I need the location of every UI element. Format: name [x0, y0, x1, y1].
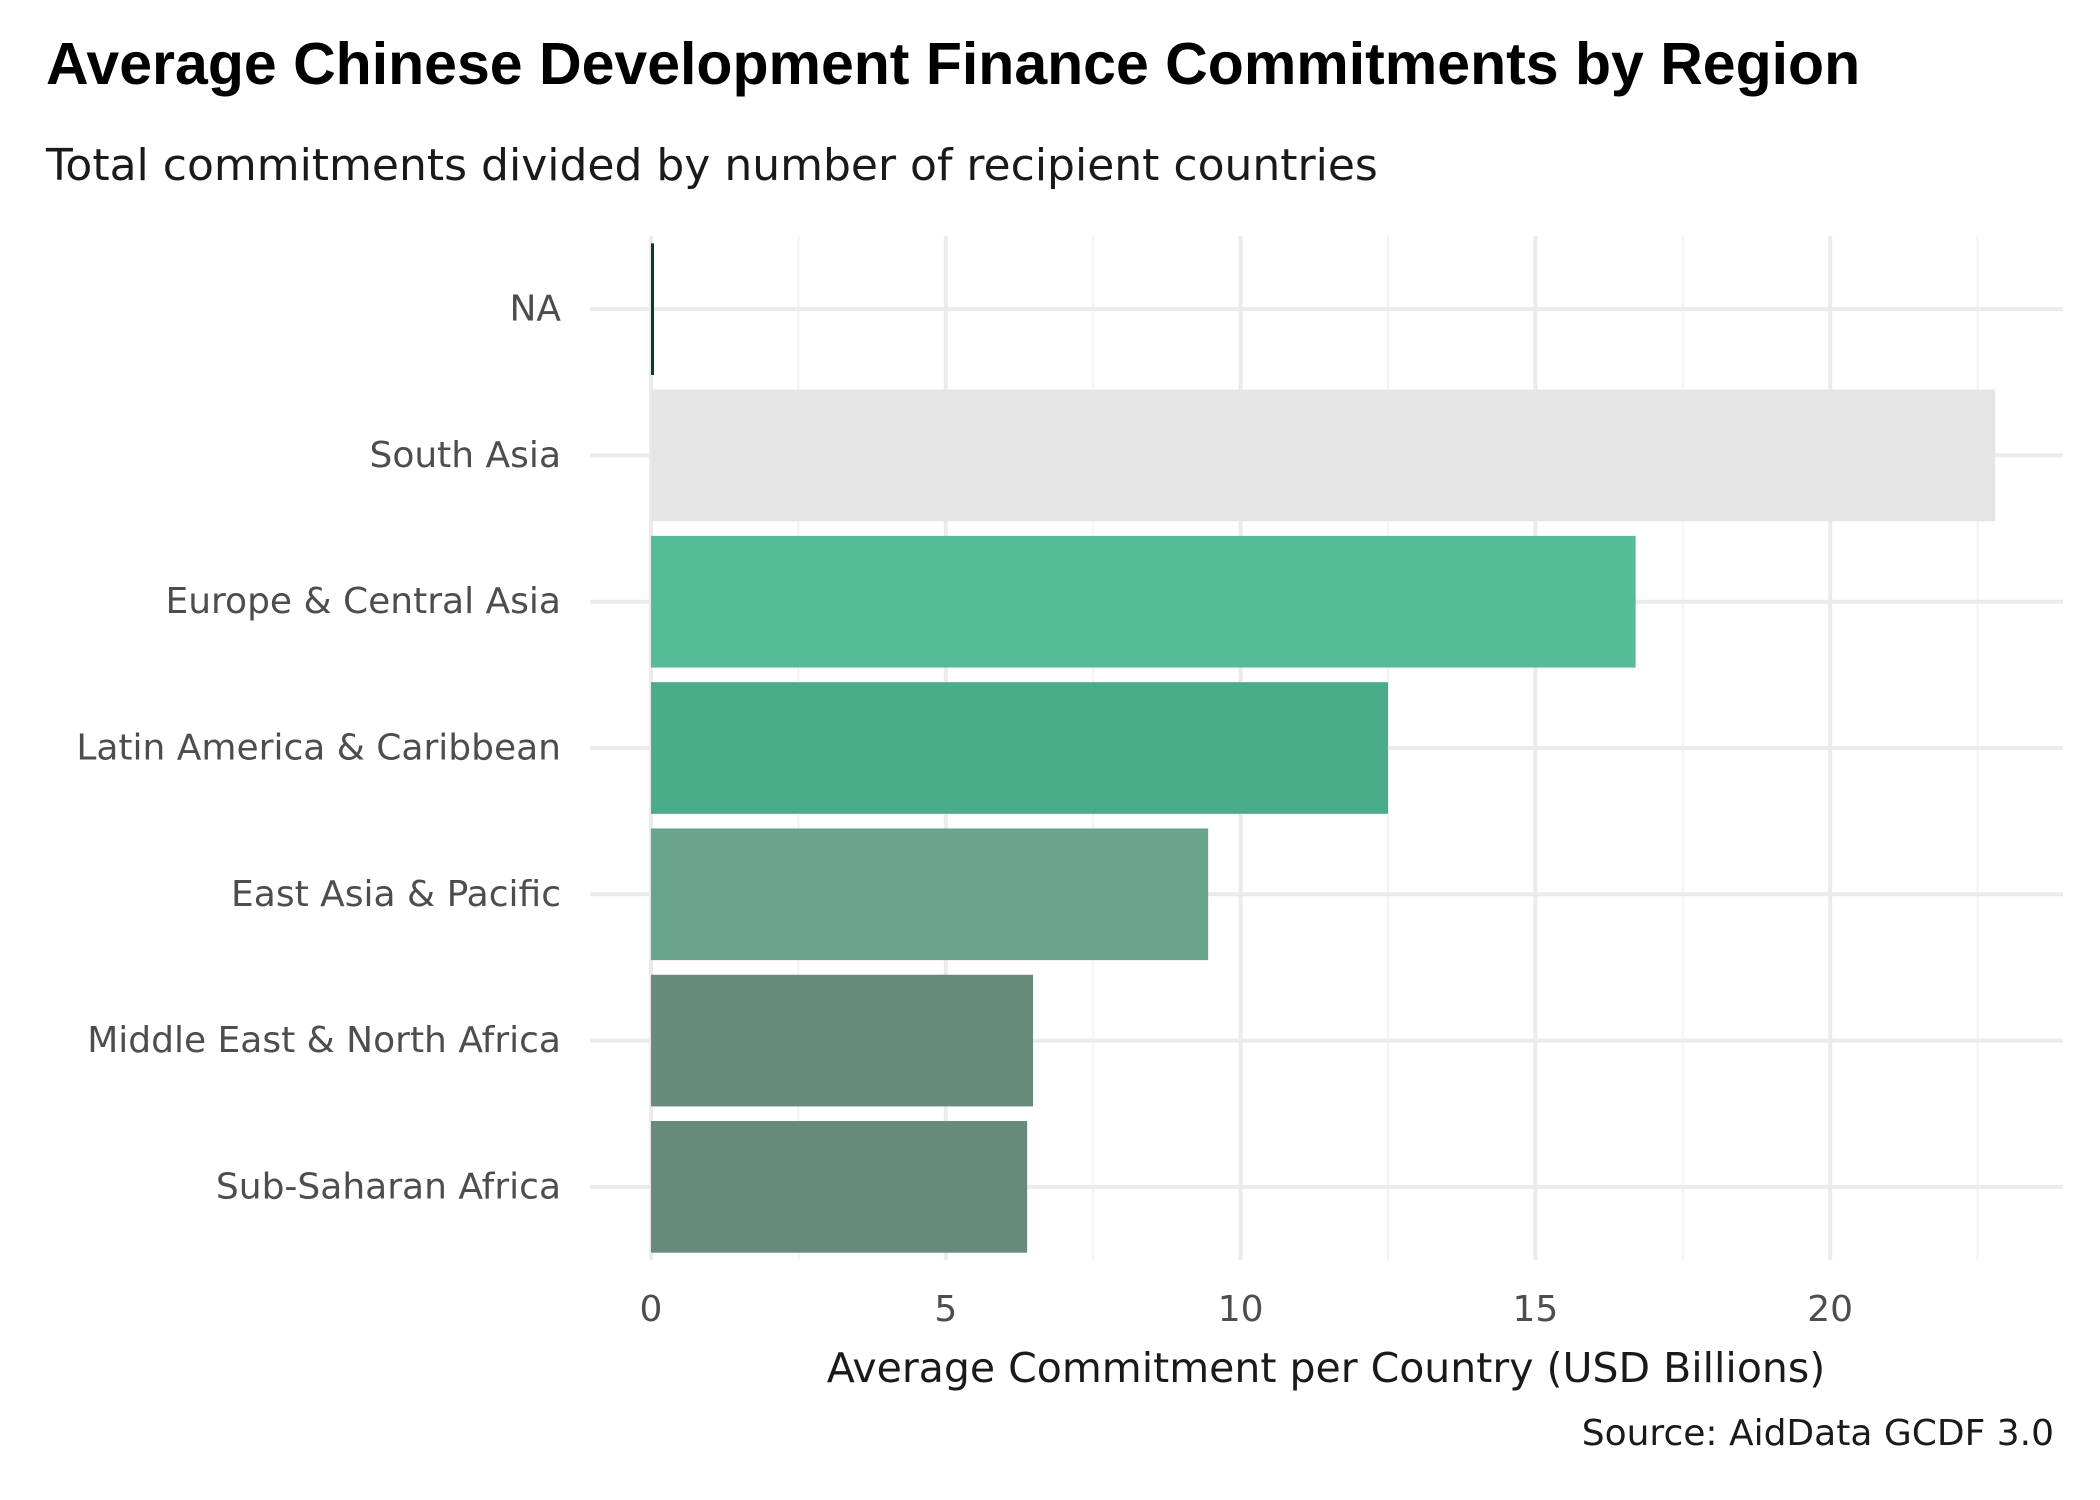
chart-subtitle: Total commitments divided by number of r…	[46, 140, 1378, 191]
y-tick-label: South Asia	[369, 435, 561, 476]
y-tick-label: NA	[509, 289, 561, 330]
x-tick-label: 5	[934, 1289, 957, 1330]
bar-middle-east-north-africa	[651, 974, 1034, 1107]
source-caption: Source: AidData GCDF 3.0	[1581, 1413, 2054, 1454]
bar-south-asia	[651, 389, 1996, 522]
y-tick-label: Sub-Saharan Africa	[216, 1166, 561, 1207]
bar-europe-central-asia	[651, 535, 1636, 668]
y-tick-label: Middle East & North Africa	[87, 1020, 561, 1061]
bar-latin-america-caribbean	[651, 682, 1388, 814]
y-tick-label: Latin America & Caribbean	[76, 728, 561, 769]
bar-east-asia-pacific	[651, 828, 1209, 961]
bar-sub-saharan-africa	[651, 1121, 1028, 1253]
bar-na	[651, 243, 654, 375]
y-tick-label: East Asia & Pacific	[231, 874, 561, 915]
bars	[651, 243, 1996, 1253]
chart-title: Average Chinese Development Finance Comm…	[46, 31, 1861, 97]
y-tick-labels: NA South Asia Europe & Central Asia Latin A…	[76, 289, 561, 1208]
x-tick-labels: 0 5 10 15 20	[640, 1289, 1854, 1330]
x-axis-title: Average Commitment per Country (USD Bill…	[827, 1344, 1826, 1392]
x-tick-label: 20	[1807, 1289, 1853, 1330]
x-tick-label: 10	[1218, 1289, 1264, 1330]
x-tick-label: 15	[1512, 1289, 1558, 1330]
x-tick-label: 0	[640, 1289, 663, 1330]
y-tick-label: Europe & Central Asia	[165, 581, 561, 622]
